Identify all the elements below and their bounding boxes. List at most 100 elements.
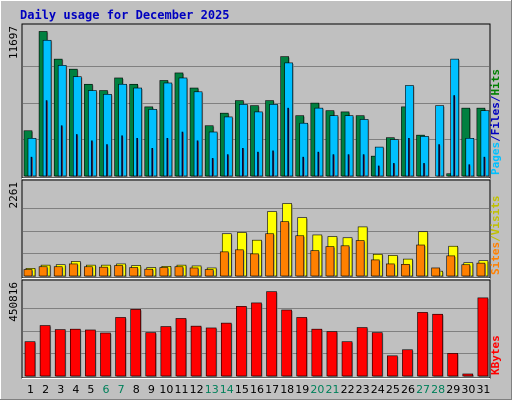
bar-sites [144,268,154,277]
panel-sites-visits: 2261 Sites/Visits [7,179,502,279]
bar-pages-shadow [137,139,139,177]
bar-pages [453,95,456,177]
bar-pages [377,165,380,177]
x-tick-label: 28 [431,383,445,396]
panel-kbytes: 450816 KBytes [7,279,502,379]
bar-kbytes [39,325,51,377]
x-tick-label: 7 [118,383,125,396]
bar-sites [295,235,305,277]
bar-pages [106,144,108,177]
legend-sites-visits: Sites/Visits [489,196,502,276]
bar-sites [250,253,259,277]
bar-kbytes [175,318,187,377]
bar-pages-shadow [484,158,486,177]
bar-pages [347,154,350,177]
x-tick-label: 13 [205,383,219,396]
bar-pages-shadow [92,141,94,177]
x-tick-label: 23 [356,383,370,396]
bar-sites [416,244,425,277]
bar-sites [446,255,456,277]
x-tick-label: 31 [476,383,490,396]
bar-pages-shadow [364,155,366,177]
bar-sites [99,266,108,277]
bar-pages-shadow [107,145,109,177]
legend-hits-files-pages: Pages/Files/Hits [489,69,502,175]
bar-sites [310,250,320,277]
bar-sites [189,267,199,277]
bar-kbytes [85,329,96,377]
bar-sites [159,267,169,277]
bar-pages-shadow [122,136,124,177]
bar-pages [196,140,199,177]
bar-pages [257,151,259,177]
bar-kbytes [341,341,353,377]
bar-pages [362,154,365,177]
bar-pages-shadow [47,101,49,177]
bar-kbytes [160,326,172,377]
bar-kbytes [371,332,383,377]
x-tick-label: 22 [341,383,355,396]
bar-pages [211,158,214,177]
x-tick-label: 11 [175,383,189,396]
bar-kbytes [281,309,292,377]
bar-kbytes [205,327,217,377]
bar-pages [30,156,33,177]
bar-kbytes [190,325,202,377]
bar-kbytes [236,306,247,377]
bar-pages [166,137,169,177]
bar-pages [121,135,123,177]
bar-sites [174,266,184,277]
bar-pages [75,134,78,177]
bar-pages-shadow [213,159,215,177]
bar-pages-shadow [454,96,456,177]
bar-pages-shadow [228,155,230,177]
bar-pages [151,148,154,177]
legend-entry: Hits [489,69,502,96]
x-tick-label: 26 [401,383,415,396]
bar-sites [129,267,138,277]
bar-sites [355,240,365,277]
bar-pages [393,163,395,177]
bar-sites [114,265,123,277]
bar-kbytes [266,291,277,377]
x-tick-label: 3 [57,383,64,396]
x-tick-label: 24 [371,383,385,396]
bar-kbytes [220,322,232,377]
bar-kbytes [447,353,459,377]
bar-kbytes [54,329,66,377]
x-tick-label: 27 [416,383,430,396]
x-tick-label: 15 [235,383,249,396]
bar-pages [272,150,274,177]
bar-pages-shadow [424,164,426,177]
bar-kbytes [477,297,489,377]
bar-kbytes [115,317,126,377]
bar-pages [287,107,289,177]
bar-kbytes [145,332,157,377]
bar-pages-shadow [469,165,471,177]
bar-pages [468,164,471,177]
legend-entry: Files [489,102,502,135]
bar-kbytes [251,302,262,377]
x-tick-label: 8 [133,383,140,396]
chart-panels: 11697Pages/Files/Hits2261Sites/Visits450… [7,23,502,379]
bar-kbytes [462,373,474,377]
bar-kbytes [69,328,81,377]
bar-sites [386,263,395,277]
bar-sites [38,266,48,277]
bar-sites [68,263,78,277]
y-max-label-kbytes: 450816 [7,282,20,322]
bar-pages-shadow [258,153,260,177]
bar-sites [401,264,410,277]
bar-kbytes [311,328,323,377]
bar-pages-shadow [198,141,200,177]
bar-pages [332,154,335,177]
bar-pages-shadow [273,151,275,177]
legend-entry: / [489,95,502,102]
x-tick-label: 6 [103,383,110,396]
x-tick-label: 12 [190,383,204,396]
x-tick-label: 21 [325,383,339,396]
x-tick-label: 9 [148,383,155,396]
legend-entry: Pages [489,142,502,175]
bar-pages [91,140,93,177]
